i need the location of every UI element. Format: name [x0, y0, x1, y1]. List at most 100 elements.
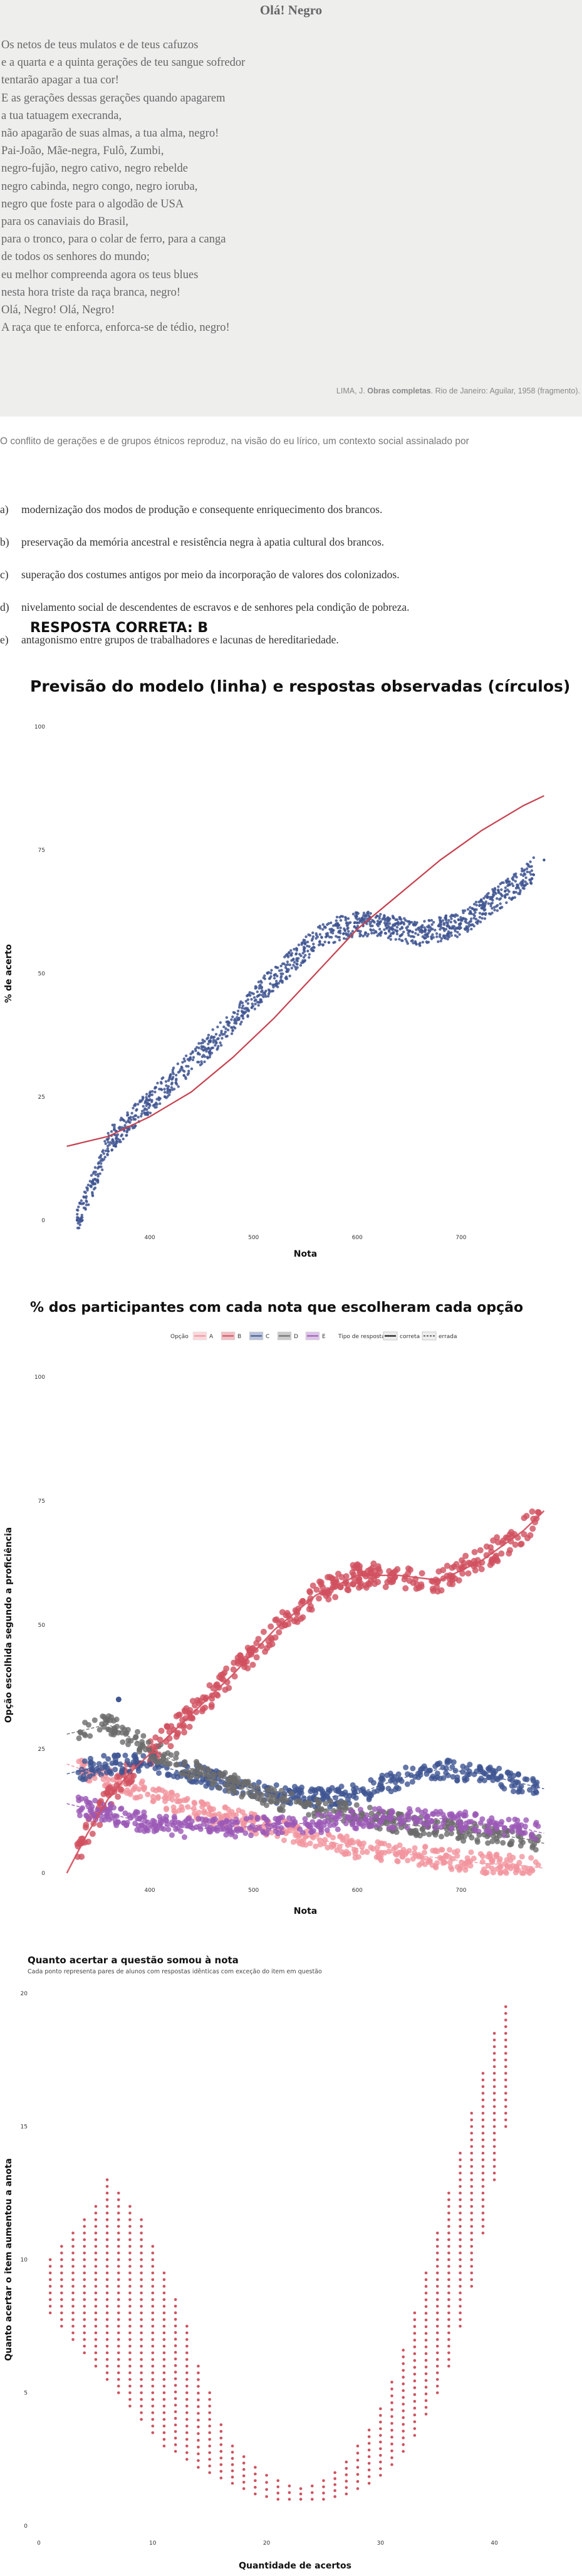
observed-point [522, 874, 525, 878]
series-point-C [122, 1752, 128, 1758]
gain-point [447, 2331, 450, 2335]
series-point-A [425, 1857, 431, 1863]
observed-point [219, 1021, 222, 1024]
observed-point [411, 930, 414, 934]
gain-point [492, 2072, 496, 2075]
observed-point [274, 982, 278, 986]
observed-point [368, 922, 372, 926]
observed-point [323, 925, 326, 928]
observed-point [266, 995, 270, 998]
gain-point [219, 2449, 223, 2453]
gain-point [94, 2225, 98, 2228]
observed-point [450, 931, 453, 935]
gain-point [197, 2418, 200, 2422]
gain-point [356, 2451, 360, 2455]
observed-point [361, 935, 365, 938]
gain-point [71, 2238, 75, 2241]
observed-point [398, 917, 402, 921]
gain-point [402, 2429, 405, 2433]
legend-swatch [422, 1331, 437, 1341]
observed-point [405, 940, 408, 943]
observed-point [138, 1100, 142, 1104]
observed-point [76, 1216, 79, 1219]
observed-point [417, 933, 420, 937]
gain-point [151, 2305, 155, 2308]
series-point-C [471, 1771, 477, 1777]
observed-point [236, 1012, 239, 1016]
observed-point [474, 900, 478, 904]
observed-point [142, 1104, 145, 1108]
series-point-A [330, 1834, 336, 1841]
gain-point [459, 2191, 462, 2195]
gain-point [151, 2358, 155, 2361]
series-point-C [403, 1764, 409, 1770]
observed-point [241, 1004, 245, 1007]
observed-point [254, 985, 257, 988]
observed-point [365, 922, 368, 925]
observed-point [187, 1069, 190, 1072]
gain-point [60, 2305, 63, 2308]
observed-point [258, 993, 261, 997]
observed-point [267, 988, 271, 992]
gain-point [390, 2415, 393, 2418]
gain-point [105, 2338, 109, 2341]
gain-point [208, 2397, 211, 2401]
gain-point [424, 2352, 428, 2355]
observed-point [301, 941, 304, 944]
series-point-E [533, 1819, 539, 1826]
series-point-E [440, 1812, 446, 1818]
observed-point [76, 1213, 79, 1216]
observed-point [145, 1104, 148, 1108]
series-point-E [463, 1824, 469, 1831]
gain-point [105, 2331, 109, 2335]
poem-line: Olá, Negro! Olá, Negro! [1, 304, 115, 317]
observed-point [522, 872, 526, 875]
observed-point [240, 1014, 243, 1017]
observed-point [96, 1162, 100, 1165]
gain-point [94, 2338, 98, 2341]
gain-point [140, 2404, 143, 2408]
series-point-E [254, 1814, 261, 1820]
poem-line: de todos os senhores do mundo; [1, 251, 150, 264]
observed-point [246, 1014, 249, 1017]
observed-point [256, 990, 259, 994]
series-point-A [477, 1851, 484, 1857]
gain-point [413, 2318, 417, 2322]
observed-point [251, 1002, 254, 1005]
observed-point [514, 872, 517, 875]
series-point-D [426, 1831, 432, 1837]
gain-point [117, 2265, 120, 2268]
gain-point [174, 2417, 177, 2420]
gain-point [333, 2471, 336, 2475]
gain-point [128, 2371, 132, 2374]
observed-point [233, 1011, 236, 1014]
observed-point [191, 1058, 195, 1062]
observed-point [395, 932, 399, 936]
series-point-A [479, 1869, 486, 1876]
series-point-A [344, 1833, 350, 1839]
observed-point [184, 1054, 188, 1057]
gain-point [299, 2487, 303, 2490]
gain-point [117, 2238, 120, 2241]
gain-point [242, 2468, 246, 2471]
gain-point [345, 2486, 348, 2490]
series-point-C [119, 1766, 125, 1772]
gain-point [174, 2397, 177, 2401]
observed-point [252, 992, 255, 995]
observed-point [156, 1081, 159, 1085]
series-point-A [185, 1804, 191, 1810]
gain-point [60, 2258, 63, 2262]
series-point-E [309, 1829, 315, 1835]
gain-point [435, 2298, 439, 2302]
gain-point [413, 2366, 417, 2369]
observed-point [402, 930, 405, 933]
correct-answer: RESPOSTA CORRETA: B [30, 620, 209, 636]
alternative-a: a) modernização dos modos de produção e c… [0, 503, 382, 516]
series-point-D [210, 1771, 216, 1777]
gain-point [459, 2178, 462, 2181]
observed-point [244, 1000, 247, 1003]
observed-point [439, 928, 442, 931]
series-point-A [450, 1856, 456, 1862]
series-point-E [327, 1822, 333, 1829]
y-axis-label: Quanto acertar o item aumentou a anota [4, 2158, 14, 2361]
